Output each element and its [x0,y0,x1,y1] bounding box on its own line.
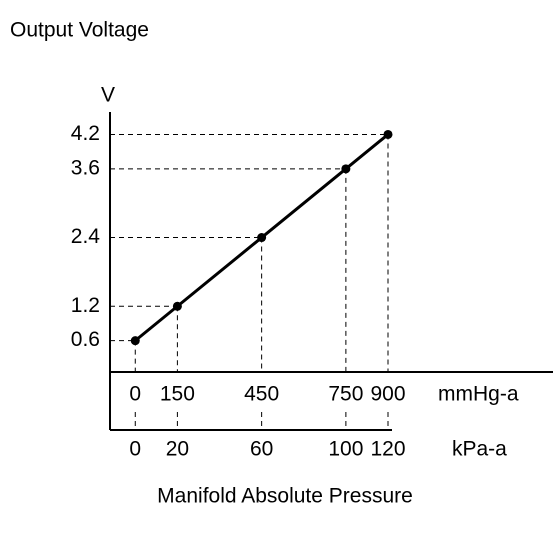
y-tick-label: 1.2 [71,294,100,317]
x-tick-label: 150 [160,383,195,406]
x2-tick-label: 0 [129,438,141,461]
point [383,129,393,139]
x2-tick-label: 100 [328,438,363,461]
y-tick-label: 2.4 [71,225,101,248]
chart-title: Output Voltage [10,19,149,42]
x2-tick-label: 120 [370,438,405,461]
y-tick-label: 4.2 [71,122,100,145]
point [130,336,140,346]
point [172,301,182,311]
point [341,164,351,174]
y-tick-label: 0.6 [71,328,100,351]
x-unit: mmHg-a [438,383,519,406]
x2-unit: kPa-a [452,438,507,461]
y-tick-label: 3.6 [71,156,100,179]
x-axis-title: Manifold Absolute Pressure [157,485,413,508]
x-tick-label: 900 [370,383,405,406]
x2-tick-label: 20 [166,438,189,461]
x-tick-label: 750 [328,383,363,406]
x-tick-label: 0 [129,383,141,406]
y-unit: V [101,84,115,107]
x-tick-label: 450 [244,383,279,406]
x2-tick-label: 60 [250,438,273,461]
point [257,233,267,243]
